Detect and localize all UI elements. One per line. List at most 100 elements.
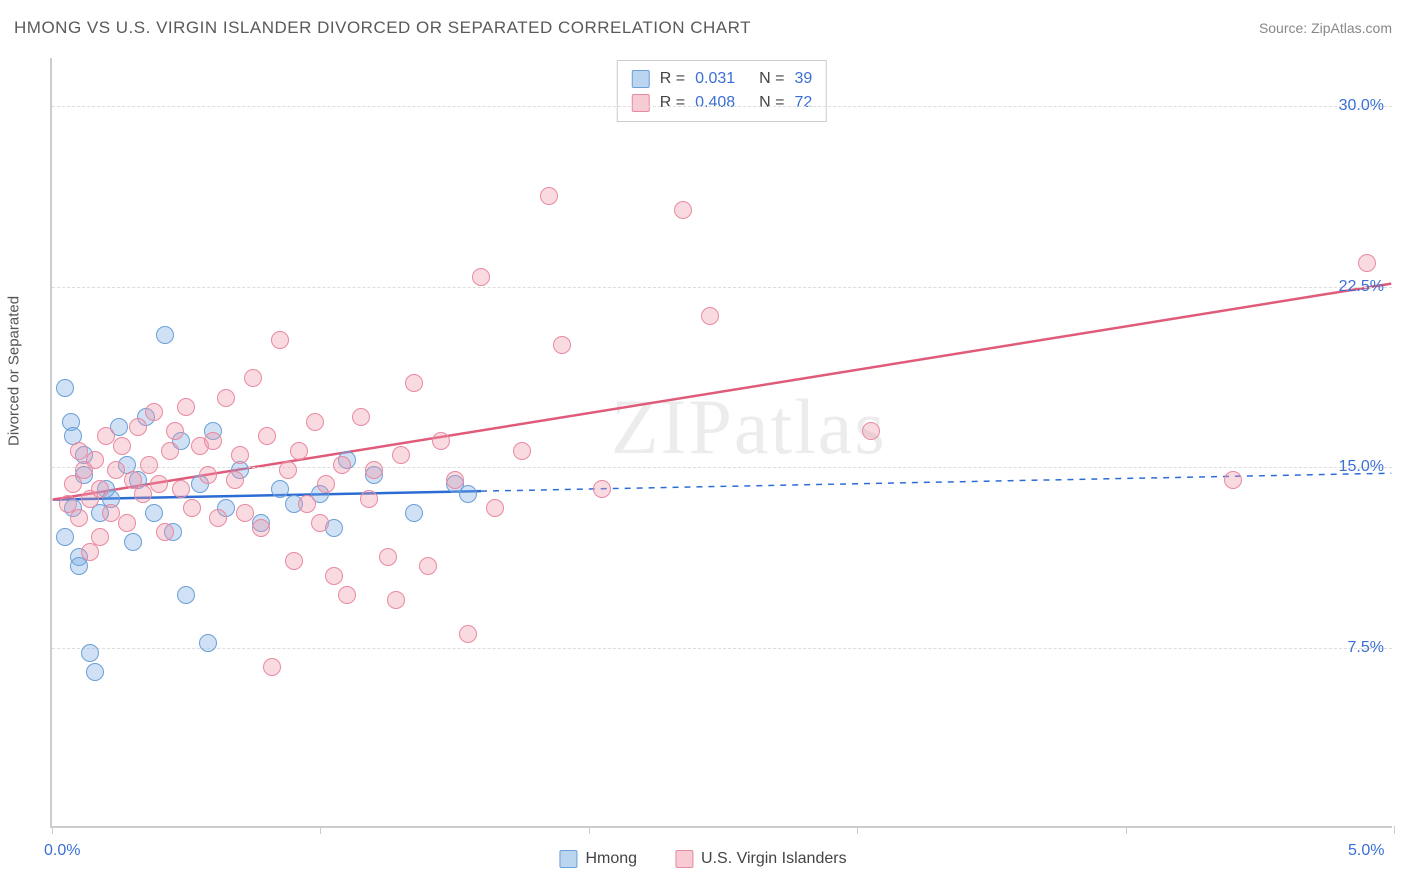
legend-swatch: [559, 850, 577, 868]
x-tick: [857, 826, 858, 834]
x-tick: [589, 826, 590, 834]
data-point: [156, 326, 174, 344]
data-point: [862, 422, 880, 440]
source-attribution: Source: ZipAtlas.com: [1259, 20, 1392, 36]
data-point: [317, 475, 335, 493]
gridline: [52, 287, 1392, 288]
data-point: [325, 567, 343, 585]
r-label: R =: [660, 67, 685, 91]
data-point: [263, 658, 281, 676]
gridline: [52, 106, 1392, 107]
data-point: [204, 432, 222, 450]
data-point: [674, 201, 692, 219]
data-point: [199, 634, 217, 652]
source-label: Source:: [1259, 20, 1311, 36]
series-swatch: [632, 94, 650, 112]
data-point: [91, 480, 109, 498]
data-point: [459, 625, 477, 643]
data-point: [150, 475, 168, 493]
stat-row: R = 0.031 N = 39: [632, 67, 812, 91]
chart-container: HMONG VS U.S. VIRGIN ISLANDER DIVORCED O…: [0, 0, 1406, 892]
source-link[interactable]: ZipAtlas.com: [1311, 20, 1392, 36]
x-tick: [320, 826, 321, 834]
data-point: [432, 432, 450, 450]
data-point: [244, 369, 262, 387]
data-point: [258, 427, 276, 445]
data-point: [540, 187, 558, 205]
data-point: [405, 374, 423, 392]
data-point: [593, 480, 611, 498]
r-label: R =: [660, 91, 685, 115]
data-point: [333, 456, 351, 474]
data-point: [405, 504, 423, 522]
legend-label: Hmong: [585, 850, 637, 868]
data-point: [279, 461, 297, 479]
data-point: [134, 485, 152, 503]
data-point: [553, 336, 571, 354]
x-tick-label: 5.0%: [1348, 842, 1384, 860]
data-point: [102, 504, 120, 522]
data-point: [145, 504, 163, 522]
y-tick-label: 15.0%: [1339, 458, 1384, 476]
series-swatch: [632, 70, 650, 88]
legend-item: Hmong: [559, 850, 637, 868]
data-point: [701, 307, 719, 325]
data-point: [129, 418, 147, 436]
legend-label: U.S. Virgin Islanders: [701, 850, 847, 868]
y-axis-title: Divorced or Separated: [6, 296, 23, 446]
data-point: [271, 480, 289, 498]
data-point: [86, 451, 104, 469]
data-point: [446, 471, 464, 489]
data-point: [1358, 254, 1376, 272]
data-point: [140, 456, 158, 474]
data-point: [172, 480, 190, 498]
r-value: 0.031: [695, 67, 749, 91]
data-point: [387, 591, 405, 609]
data-point: [290, 442, 308, 460]
trend-line-extrapolated: [481, 473, 1391, 491]
data-point: [70, 509, 88, 527]
correlation-stats-box: R =0.031N =39R =0.408N =72: [617, 60, 827, 122]
data-point: [56, 379, 74, 397]
n-value: 72: [794, 91, 812, 115]
plot-area: ZIPatlas R =0.031N =39R =0.408N =72 7.5%…: [50, 58, 1392, 828]
data-point: [86, 663, 104, 681]
data-point: [145, 403, 163, 421]
x-tick: [1126, 826, 1127, 834]
data-point: [271, 331, 289, 349]
n-value: 39: [794, 67, 812, 91]
data-point: [285, 552, 303, 570]
data-point: [338, 586, 356, 604]
data-point: [513, 442, 531, 460]
data-point: [231, 446, 249, 464]
data-point: [392, 446, 410, 464]
trend-lines-layer: [52, 58, 1392, 826]
data-point: [113, 437, 131, 455]
data-point: [81, 644, 99, 662]
data-point: [70, 442, 88, 460]
data-point: [365, 461, 383, 479]
data-point: [360, 490, 378, 508]
data-point: [183, 499, 201, 517]
data-point: [298, 495, 316, 513]
y-tick-label: 30.0%: [1339, 97, 1384, 115]
data-point: [124, 533, 142, 551]
data-point: [97, 427, 115, 445]
data-point: [156, 523, 174, 541]
n-label: N =: [759, 67, 784, 91]
legend-swatch: [675, 850, 693, 868]
data-point: [199, 466, 217, 484]
y-tick-label: 7.5%: [1348, 639, 1384, 657]
data-point: [352, 408, 370, 426]
x-tick: [52, 826, 53, 834]
data-point: [236, 504, 254, 522]
data-point: [56, 528, 74, 546]
data-point: [1224, 471, 1242, 489]
data-point: [472, 268, 490, 286]
n-label: N =: [759, 91, 784, 115]
data-point: [306, 413, 324, 431]
x-tick-label: 0.0%: [44, 842, 80, 860]
gridline: [52, 648, 1392, 649]
data-point: [166, 422, 184, 440]
data-point: [459, 485, 477, 503]
